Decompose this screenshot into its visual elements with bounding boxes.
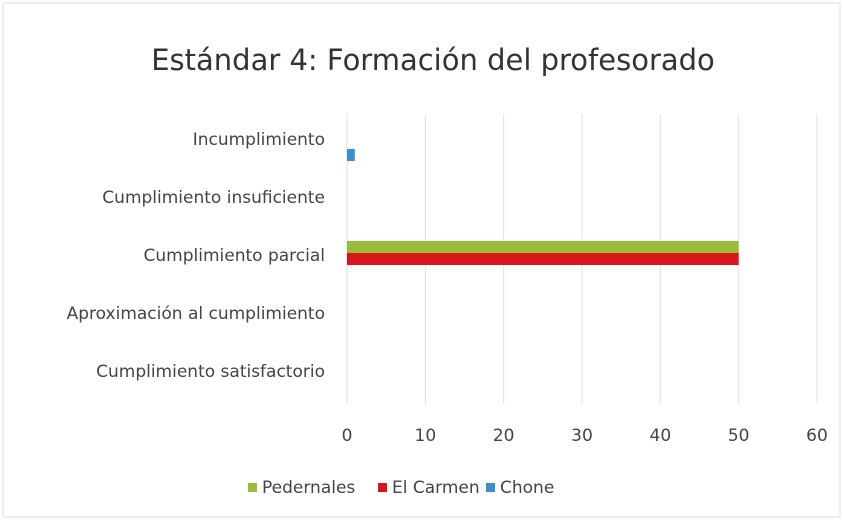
bar <box>347 149 355 161</box>
x-tick-label: 10 <box>415 426 437 446</box>
x-tick-label: 50 <box>728 426 750 446</box>
y-tick-label: Incumplimiento <box>193 130 325 150</box>
legend-swatch <box>486 483 495 492</box>
x-tick-label: 20 <box>493 426 515 446</box>
bar <box>347 241 739 253</box>
y-tick-label: Aproximación al cumplimiento <box>67 304 325 324</box>
x-tick-label: 40 <box>650 426 672 446</box>
legend-label: Chone <box>500 478 554 498</box>
x-tick-label: 30 <box>571 426 593 446</box>
x-tick-label: 0 <box>342 426 353 446</box>
bar <box>347 253 739 265</box>
y-tick-label: Cumplimiento insuficiente <box>102 188 325 208</box>
chart-title: Estándar 4: Formación del profesorado <box>151 43 715 77</box>
legend-swatch <box>378 483 387 492</box>
legend-swatch <box>248 483 257 492</box>
legend-label: El Carmen <box>392 478 480 498</box>
y-tick-label: Cumplimiento satisfactorio <box>96 362 325 382</box>
x-tick-label: 60 <box>806 426 828 446</box>
legend-label: Pedernales <box>262 478 355 498</box>
y-tick-label: Cumplimiento parcial <box>144 246 325 266</box>
